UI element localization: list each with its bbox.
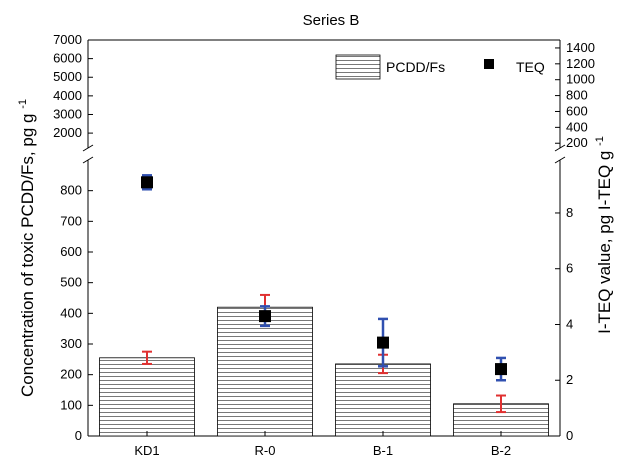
- teq-marker: [259, 310, 271, 323]
- x-tick-label: R-0: [255, 443, 276, 458]
- y-tick-label: 0: [75, 428, 82, 443]
- pcdd-bar: [217, 306, 313, 437]
- y-tick-label: 800: [60, 183, 82, 198]
- x-tick-label: KD1: [134, 443, 159, 458]
- y2-tick-label: 1400: [566, 40, 595, 55]
- y-tick-label: 100: [60, 397, 82, 412]
- x-tick-label: B-2: [491, 443, 511, 458]
- legend-marker-label: TEQ: [516, 59, 545, 75]
- teq-series: [141, 174, 507, 382]
- y-tick-label: 300: [60, 336, 82, 351]
- y2-tick-label: 8: [566, 205, 573, 220]
- y2-tick-label: 0: [566, 428, 573, 443]
- y2-tick-label: 6: [566, 261, 573, 276]
- y-axis-label-superscript: -1: [17, 99, 29, 109]
- teq-marker: [141, 176, 153, 189]
- legend-bar-label: PCDD/Fs: [386, 59, 445, 75]
- y2-tick-label: 4: [566, 316, 573, 331]
- y2-axis-label-superscript: -1: [594, 136, 606, 146]
- teq-marker: [377, 336, 389, 349]
- y-tick-label: 600: [60, 244, 82, 259]
- axis-break-mark: [554, 156, 566, 164]
- legend: PCDD/Fs TEQ: [335, 54, 545, 80]
- x-axis-ticks: KD1 R-0 B-1 B-2: [134, 431, 511, 458]
- legend-marker-swatch: [484, 59, 494, 69]
- y-tick-label: 5000: [53, 69, 82, 84]
- y2-tick-label: 1000: [566, 72, 595, 87]
- y2-tick-label: 1200: [566, 56, 595, 71]
- left-axis-ticks: 0 100 200 300 400 500 600 700 800 2000 3000 4000 500…: [53, 32, 93, 443]
- y2-tick-label: 400: [566, 119, 588, 134]
- axis-break-mark: [554, 144, 566, 152]
- y2-tick-label: 600: [566, 103, 588, 118]
- y-axis-label-text: Concentration of toxic PCDD/Fs, pg g: [18, 114, 37, 397]
- y-tick-label: 6000: [53, 51, 82, 66]
- y2-tick-label: 200: [566, 135, 588, 150]
- legend-bar-swatch: [335, 54, 381, 80]
- y-tick-label: 700: [60, 213, 82, 228]
- axis-break-mark: [82, 156, 94, 164]
- y2-tick-label: 800: [566, 88, 588, 103]
- y-axis-label: Concentration of toxic PCDD/Fs, pg g -1: [17, 99, 37, 397]
- y-tick-label: 7000: [53, 32, 82, 47]
- y2-axis-label: I-TEQ value, pg I-TEQ g -1: [594, 136, 614, 334]
- y-tick-label: 3000: [53, 106, 82, 121]
- teq-marker: [495, 363, 507, 376]
- pcdd-bar: [335, 363, 431, 437]
- pcdd-bar: [99, 357, 195, 437]
- y-tick-label: 200: [60, 367, 82, 382]
- y-tick-label: 500: [60, 275, 82, 290]
- y-tick-label: 2000: [53, 125, 82, 140]
- y2-tick-label: 2: [566, 372, 573, 387]
- y-tick-label: 400: [60, 305, 82, 320]
- y2-axis-label-text: I-TEQ value, pg I-TEQ g: [595, 151, 614, 334]
- chart-title: Series B: [303, 12, 360, 29]
- y-tick-label: 4000: [53, 88, 82, 103]
- bar-series: [99, 293, 549, 437]
- axis-break-mark: [82, 144, 94, 152]
- x-tick-label: B-1: [373, 443, 393, 458]
